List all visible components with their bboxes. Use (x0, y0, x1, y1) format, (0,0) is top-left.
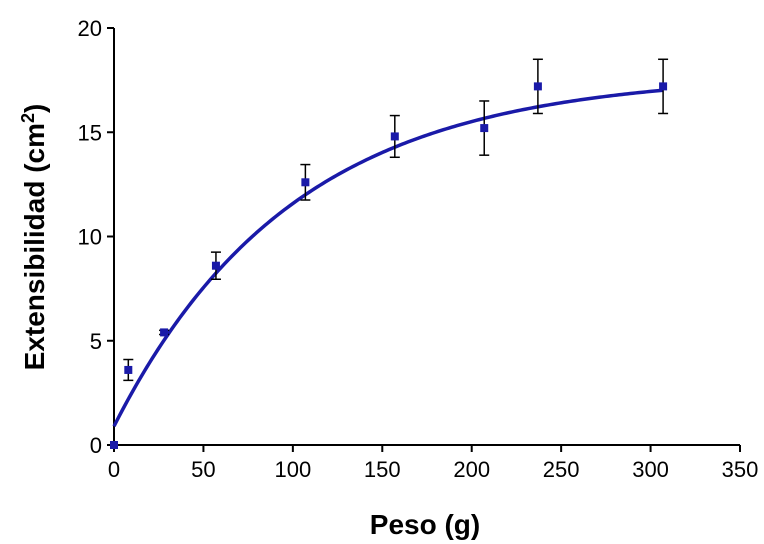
x-tick-label: 150 (364, 457, 401, 482)
data-point (110, 441, 118, 449)
y-axis-title-end: ) (19, 104, 50, 113)
x-tick-label: 200 (453, 457, 490, 482)
data-points (110, 82, 668, 449)
x-tick-label: 300 (632, 457, 669, 482)
data-point (160, 328, 169, 337)
data-point (390, 132, 399, 141)
data-point (480, 124, 489, 133)
x-tick-label: 50 (191, 457, 215, 482)
fit-curve-group (112, 88, 664, 428)
y-axis-title-superscript: 2 (18, 113, 38, 123)
error-bars (123, 58, 669, 382)
x-tick-label: 0 (108, 457, 120, 482)
x-tick-label: 250 (543, 457, 580, 482)
data-point (659, 82, 668, 91)
y-tick-label: 5 (90, 329, 102, 354)
data-point (211, 261, 220, 270)
x-tick-label: 100 (274, 457, 311, 482)
y-axis-ticks: 0 5 10 15 20 (78, 16, 114, 458)
x-axis-title: Peso (g) (370, 509, 480, 540)
fit-curve (112, 88, 664, 428)
y-tick-label: 20 (78, 16, 102, 41)
data-point (533, 82, 542, 91)
y-tick-label: 10 (78, 225, 102, 250)
x-tick-label: 350 (722, 457, 759, 482)
x-axis-ticks: 0 50 100 150 200 250 300 350 (108, 445, 758, 482)
data-point (301, 178, 310, 187)
y-tick-label: 0 (90, 433, 102, 458)
data-point (124, 365, 133, 374)
y-tick-label: 15 (78, 120, 102, 145)
y-axis-title: Extensibilidad (cm2) (18, 104, 50, 371)
y-axis-title-main: Extensibilidad (cm (19, 123, 50, 370)
